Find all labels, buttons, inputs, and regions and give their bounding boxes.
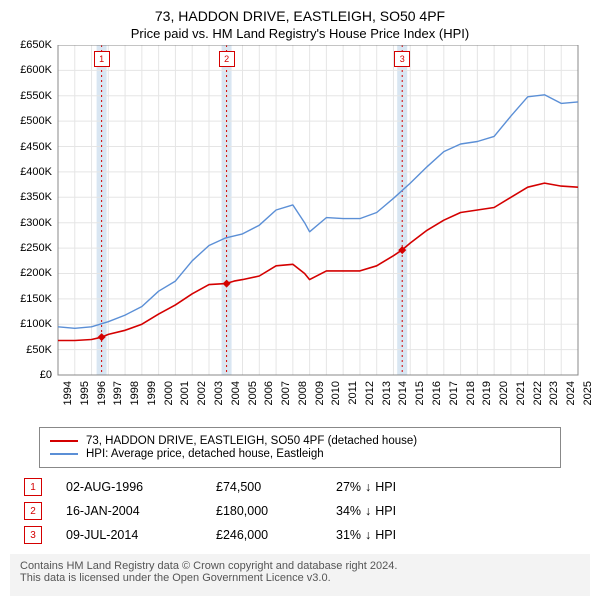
event-marker-3: 3 bbox=[394, 51, 410, 67]
y-tick-label: £150K bbox=[12, 293, 52, 305]
x-tick-label: 2011 bbox=[347, 381, 359, 421]
x-tick-label: 2016 bbox=[431, 381, 443, 421]
y-tick-label: £400K bbox=[12, 166, 52, 178]
legend-item: 73, HADDON DRIVE, EASTLEIGH, SO50 4PF (d… bbox=[50, 435, 550, 447]
legend-swatch bbox=[50, 440, 78, 442]
x-tick-label: 1998 bbox=[129, 381, 141, 421]
x-tick-label: 2002 bbox=[196, 381, 208, 421]
sales-date: 02-AUG-1996 bbox=[66, 480, 216, 494]
event-marker-2: 2 bbox=[219, 51, 235, 67]
y-tick-label: £650K bbox=[12, 39, 52, 51]
sales-hpi: 27% ↓ HPI bbox=[336, 480, 396, 494]
chart-container: 73, HADDON DRIVE, EASTLEIGH, SO50 4PF Pr… bbox=[0, 0, 600, 596]
x-tick-label: 2019 bbox=[481, 381, 493, 421]
x-tick-label: 2015 bbox=[414, 381, 426, 421]
x-tick-label: 2018 bbox=[465, 381, 477, 421]
x-tick-label: 2007 bbox=[280, 381, 292, 421]
x-tick-label: 1999 bbox=[146, 381, 158, 421]
x-tick-label: 2010 bbox=[330, 381, 342, 421]
sales-row: 1 02-AUG-1996£74,50027% ↓ HPI bbox=[20, 478, 580, 496]
sales-hpi: 31% ↓ HPI bbox=[336, 528, 396, 542]
arrow-down-icon: ↓ bbox=[365, 504, 371, 518]
x-tick-label: 2017 bbox=[448, 381, 460, 421]
y-tick-label: £350K bbox=[12, 191, 52, 203]
x-tick-label: 2009 bbox=[314, 381, 326, 421]
x-tick-label: 2012 bbox=[364, 381, 376, 421]
x-tick-label: 2003 bbox=[213, 381, 225, 421]
y-tick-label: £100K bbox=[12, 318, 52, 330]
arrow-down-icon: ↓ bbox=[365, 480, 371, 494]
sales-date: 16-JAN-2004 bbox=[66, 504, 216, 518]
sales-hpi-pct: 34% bbox=[336, 504, 361, 518]
y-tick-label: £450K bbox=[12, 141, 52, 153]
y-tick-label: £50K bbox=[12, 344, 52, 356]
sales-marker: 1 bbox=[24, 478, 42, 496]
y-tick-label: £500K bbox=[12, 115, 52, 127]
x-tick-label: 1995 bbox=[79, 381, 91, 421]
x-tick-label: 2008 bbox=[297, 381, 309, 421]
sales-date: 09-JUL-2014 bbox=[66, 528, 216, 542]
title-address: 73, HADDON DRIVE, EASTLEIGH, SO50 4PF bbox=[10, 8, 590, 24]
y-tick-label: £250K bbox=[12, 242, 52, 254]
sales-hpi-pct: 27% bbox=[336, 480, 361, 494]
sales-row: 2 16-JAN-2004£180,00034% ↓ HPI bbox=[20, 502, 580, 520]
y-tick-label: £0 bbox=[12, 369, 52, 381]
legend-label: HPI: Average price, detached house, East… bbox=[86, 448, 324, 460]
legend-item: HPI: Average price, detached house, East… bbox=[50, 448, 550, 460]
footer-line2: This data is licensed under the Open Gov… bbox=[20, 572, 580, 584]
x-tick-label: 1997 bbox=[112, 381, 124, 421]
x-tick-label: 2024 bbox=[565, 381, 577, 421]
sales-hpi-suffix: HPI bbox=[375, 528, 396, 542]
legend-label: 73, HADDON DRIVE, EASTLEIGH, SO50 4PF (d… bbox=[86, 435, 417, 447]
sales-marker: 2 bbox=[24, 502, 42, 520]
footer-line1: Contains HM Land Registry data © Crown c… bbox=[20, 560, 580, 572]
x-tick-label: 2014 bbox=[397, 381, 409, 421]
y-tick-label: £600K bbox=[12, 64, 52, 76]
x-tick-label: 2020 bbox=[498, 381, 510, 421]
x-tick-label: 2000 bbox=[163, 381, 175, 421]
x-tick-label: 2004 bbox=[230, 381, 242, 421]
sales-hpi-suffix: HPI bbox=[375, 504, 396, 518]
x-tick-label: 1994 bbox=[62, 381, 74, 421]
x-tick-label: 2023 bbox=[548, 381, 560, 421]
series-hpi bbox=[58, 95, 578, 328]
sales-table: 1 02-AUG-1996£74,50027% ↓ HPI 2 16-JAN-2004£1… bbox=[20, 478, 580, 544]
x-tick-label: 2005 bbox=[247, 381, 259, 421]
sales-price: £180,000 bbox=[216, 504, 336, 518]
legend: 73, HADDON DRIVE, EASTLEIGH, SO50 4PF (d… bbox=[39, 427, 561, 468]
series-subject_property bbox=[58, 183, 578, 340]
x-tick-label: 2022 bbox=[532, 381, 544, 421]
sales-hpi: 34% ↓ HPI bbox=[336, 504, 396, 518]
x-tick-label: 2006 bbox=[263, 381, 275, 421]
sales-row: 3 09-JUL-2014£246,00031% ↓ HPI bbox=[20, 526, 580, 544]
y-tick-label: £300K bbox=[12, 217, 52, 229]
event-marker-1: 1 bbox=[94, 51, 110, 67]
sales-hpi-pct: 31% bbox=[336, 528, 361, 542]
sales-marker: 3 bbox=[24, 526, 42, 544]
y-tick-label: £550K bbox=[12, 90, 52, 102]
sales-price: £74,500 bbox=[216, 480, 336, 494]
x-tick-label: 2021 bbox=[515, 381, 527, 421]
chart-svg bbox=[10, 45, 590, 377]
sales-price: £246,000 bbox=[216, 528, 336, 542]
x-tick-label: 2001 bbox=[179, 381, 191, 421]
sales-hpi-suffix: HPI bbox=[375, 480, 396, 494]
chart-area: £0 £50K £100K £150K £200K £250K £300K £350K £400… bbox=[10, 45, 590, 419]
title-subtitle: Price paid vs. HM Land Registry's House … bbox=[10, 26, 590, 41]
x-tick-label: 1996 bbox=[96, 381, 108, 421]
y-tick-label: £200K bbox=[12, 267, 52, 279]
legend-swatch bbox=[50, 453, 78, 455]
x-tick-label: 2025 bbox=[582, 381, 594, 421]
x-tick-label: 2013 bbox=[381, 381, 393, 421]
title-block: 73, HADDON DRIVE, EASTLEIGH, SO50 4PF Pr… bbox=[0, 0, 600, 45]
arrow-down-icon: ↓ bbox=[365, 528, 371, 542]
